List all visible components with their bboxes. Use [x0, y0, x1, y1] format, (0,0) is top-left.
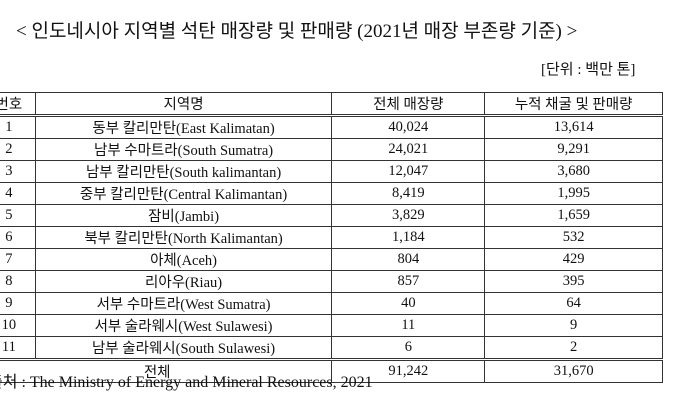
table-cell: 아체(Aceh)	[34, 248, 333, 271]
table-row: 11 남부 술라웨시(South Sulawesi) 6 2	[0, 336, 663, 360]
table-row: 2 남부 수마트라(South Sumatra) 24,021 9,291	[0, 138, 663, 161]
source-note: 출처 : The Ministry of Energy and Mineral …	[0, 374, 373, 391]
table-cell: 40	[331, 292, 486, 315]
table-cell: 1,659	[484, 204, 663, 227]
column-header: 지역명	[34, 92, 333, 117]
table-cell: 10	[0, 314, 36, 337]
table-cell: 804	[331, 248, 486, 271]
table-cell: 8	[0, 270, 36, 293]
table-cell: 1,184	[331, 226, 486, 249]
column-header: 번호	[0, 92, 36, 117]
table-cell: 395	[484, 270, 663, 293]
table-cell: 북부 칼리만탄(North Kalimantan)	[34, 226, 333, 249]
table-cell: 429	[484, 248, 663, 271]
table-cell: 3	[0, 160, 36, 183]
table-cell: 남부 술라웨시(South Sulawesi)	[34, 336, 333, 360]
total-row: 전체 91,242 31,670	[0, 358, 663, 383]
table-cell: 서부 술라웨시(West Sulawesi)	[34, 314, 333, 337]
table-cell: 40,024	[331, 115, 486, 139]
table-cell: 9,291	[484, 138, 663, 161]
table-cell: 리아우(Riau)	[34, 270, 333, 293]
table-cell: 4	[0, 182, 36, 205]
table-row: 8 리아우(Riau) 857 395	[0, 270, 663, 293]
table-cell: 중부 칼리만탄(Central Kalimantan)	[34, 182, 333, 205]
table-cell: 11	[0, 336, 36, 360]
table-cell: 잠비(Jambi)	[34, 204, 333, 227]
table-cell: 12,047	[331, 160, 486, 183]
table-cell: 8,419	[331, 182, 486, 205]
table-cell: 1,995	[484, 182, 663, 205]
table-cell: 2	[0, 138, 36, 161]
table-cell: 7	[0, 248, 36, 271]
table-cell: 11	[331, 314, 486, 337]
table-row: 4 중부 칼리만탄(Central Kalimantan) 8,419 1,995	[0, 182, 663, 205]
table-cell: 남부 칼리만탄(South kalimantan)	[34, 160, 333, 183]
total-cell: 전체	[0, 358, 333, 383]
table-cell: 857	[331, 270, 486, 293]
unit-label: [단위 : 백만 톤]	[541, 62, 636, 78]
total-cell: 31,670	[484, 358, 663, 383]
table-cell: 3,829	[331, 204, 486, 227]
total-cell: 91,242	[331, 358, 486, 383]
table-body: 1 동부 칼리만탄(East Kalimatan) 40,024 13,614 2 남부 …	[0, 115, 663, 383]
table-row: 6 북부 칼리만탄(North Kalimantan) 1,184 532	[0, 226, 663, 249]
table-cell: 532	[484, 226, 663, 249]
title: < 인도네시아 지역별 석탄 매장량 및 판매량 (2021년 매장 부존량 기…	[16, 21, 578, 42]
table-row: 5 잠비(Jambi) 3,829 1,659	[0, 204, 663, 227]
table-row: 9 서부 수마트라(West Sumatra) 40 64	[0, 292, 663, 315]
table-cell: 6	[331, 336, 486, 360]
table-cell: 13,614	[484, 115, 663, 139]
table-cell: 동부 칼리만탄(East Kalimatan)	[34, 115, 333, 139]
table-row: 3 남부 칼리만탄(South kalimantan) 12,047 3,680	[0, 160, 663, 183]
table-cell: 9	[0, 292, 36, 315]
table-cell: 64	[484, 292, 663, 315]
table-cell: 6	[0, 226, 36, 249]
table-cell: 2	[484, 336, 663, 360]
column-header: 전체 매장량	[331, 92, 486, 117]
table-cell: 5	[0, 204, 36, 227]
table-cell: 남부 수마트라(South Sumatra)	[34, 138, 333, 161]
table-row: 7 아체(Aceh) 804 429	[0, 248, 663, 271]
table-cell: 24,021	[331, 138, 486, 161]
table-cell: 1	[0, 115, 36, 139]
column-header: 누적 채굴 및 판매량	[484, 92, 663, 117]
table-row: 10 서부 술라웨시(West Sulawesi) 11 9	[0, 314, 663, 337]
table-row: 1 동부 칼리만탄(East Kalimatan) 40,024 13,614	[0, 115, 663, 139]
table-cell: 9	[484, 314, 663, 337]
table-cell: 서부 수마트라(West Sumatra)	[34, 292, 333, 315]
table-cell: 3,680	[484, 160, 663, 183]
